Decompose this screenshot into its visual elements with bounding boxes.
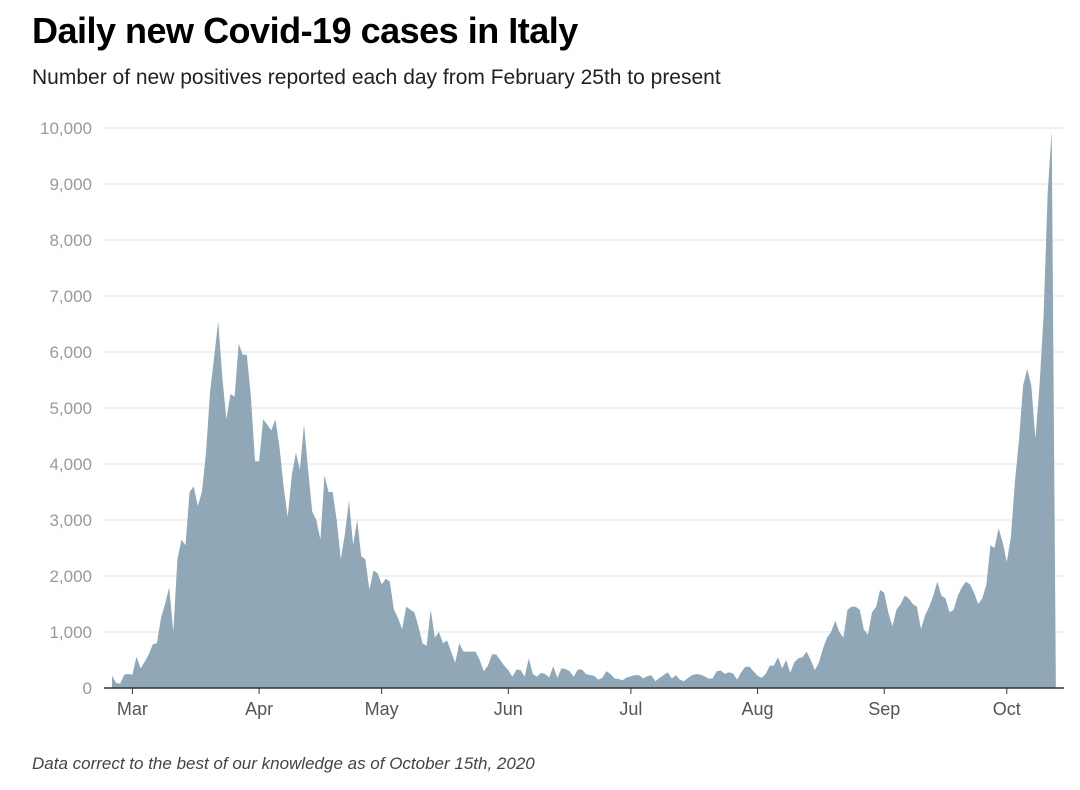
y-tick-label: 0 <box>83 679 92 698</box>
x-tick-label: Oct <box>993 699 1021 719</box>
y-tick-label: 2,000 <box>49 567 92 586</box>
area-series <box>112 130 1056 689</box>
x-tick-label: Mar <box>117 699 148 719</box>
y-tick-label: 7,000 <box>49 287 92 306</box>
series-area <box>112 130 1056 689</box>
chart-title: Daily new Covid-19 cases in Italy <box>32 10 578 51</box>
x-tick-label: Apr <box>245 699 273 719</box>
y-tick-label: 6,000 <box>49 343 92 362</box>
x-axis: Mar Apr May Jun Jul Aug Sep Oct <box>104 687 1064 719</box>
y-tick-label: 4,000 <box>49 455 92 474</box>
x-tick-label: Jun <box>494 699 523 719</box>
x-tick-label: Jul <box>619 699 642 719</box>
y-axis: 0 1,000 2,000 3,000 4,000 5,000 6,000 7,000 8,00… <box>40 119 92 698</box>
y-tick-label: 5,000 <box>49 399 92 418</box>
y-tick-label: 1,000 <box>49 623 92 642</box>
x-tick-label: Sep <box>868 699 900 719</box>
y-tick-label: 9,000 <box>49 175 92 194</box>
x-tick-label: Aug <box>742 699 774 719</box>
y-tick-label: 3,000 <box>49 511 92 530</box>
chart-subtitle: Number of new positives reported each da… <box>32 66 721 89</box>
y-tick-label: 10,000 <box>40 119 92 138</box>
x-tick-label: May <box>365 699 399 719</box>
data-note: Data correct to the best of our knowledg… <box>32 754 535 773</box>
y-tick-label: 8,000 <box>49 231 92 250</box>
